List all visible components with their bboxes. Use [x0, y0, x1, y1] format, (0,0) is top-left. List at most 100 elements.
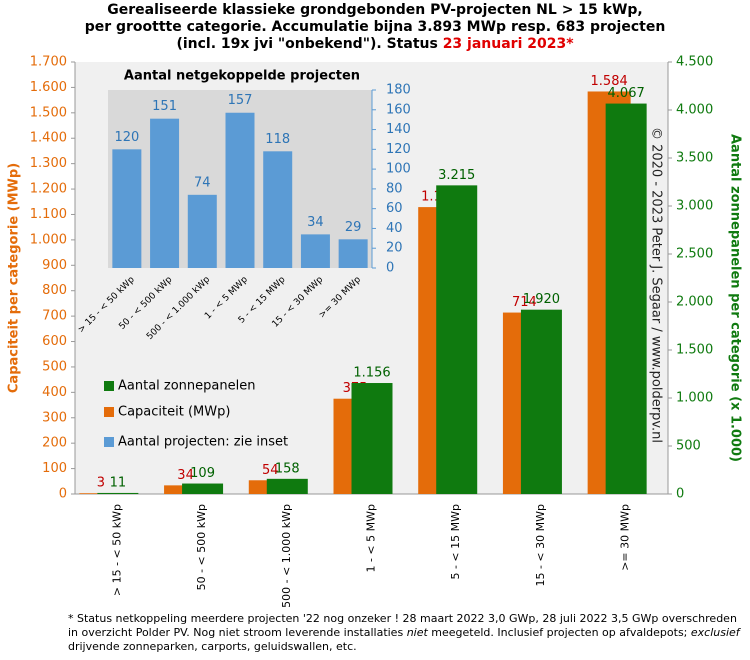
chart-title: Gerealiseerde klassieke grondgebonden PV… [0, 2, 750, 53]
y-tick-label: 1.000 [30, 232, 67, 247]
bar [605, 103, 647, 495]
y-axis-title: Capaciteit per categorie (MWp) [7, 163, 22, 393]
inset-tick-label: 160 [386, 102, 411, 117]
bar [520, 309, 562, 494]
y2-tick-label: 1.000 [676, 391, 713, 406]
bar [182, 483, 224, 494]
inset-tick-label: 80 [386, 181, 403, 196]
bar [97, 492, 139, 494]
chart: 01002003004005006007008009001.0001.1001.… [7, 55, 743, 608]
data-label: 4.067 [608, 86, 645, 101]
inset-bar [300, 234, 330, 268]
inset-data-label: 157 [228, 93, 253, 108]
inset-bar [112, 149, 142, 268]
footnote-emph: niet [406, 626, 428, 639]
data-label: 158 [275, 461, 300, 476]
y2-tick-label: 4.500 [676, 55, 713, 70]
x-tick-label: >= 30 MWp [619, 504, 632, 571]
inset-title: Aantal netgekoppelde projecten [124, 69, 360, 84]
y2-tick-label: 500 [676, 439, 701, 454]
inset-tick-label: 40 [386, 221, 403, 236]
data-label: 109 [190, 466, 215, 481]
data-label: 34 [177, 468, 194, 483]
y-tick-label: 800 [42, 283, 67, 298]
x-tick-label: 1 - < 5 MWp [365, 504, 378, 573]
inset-data-label: 120 [114, 130, 139, 145]
y2-tick-label: 3.000 [676, 199, 713, 214]
footnote: * Status netkoppeling meerdere projecten… [68, 612, 744, 654]
legend-label: Aantal zonnepanelen [118, 379, 255, 394]
y-tick-label: 1.500 [30, 105, 67, 120]
inset-data-label: 29 [345, 220, 362, 235]
data-label: 714 [512, 295, 537, 310]
inset-data-label: 151 [152, 99, 177, 114]
y2-tick-label: 2.000 [676, 295, 713, 310]
data-label: 1.920 [523, 292, 560, 307]
legend-swatch [104, 407, 114, 417]
inset-data-label: 118 [265, 132, 290, 147]
footnote-emph: exclusief [690, 626, 740, 639]
y-tick-label: 500 [42, 359, 67, 374]
footnote-text: * Status netkoppeling meerdere projecten… [68, 612, 737, 639]
y2-axis-title: Aantal zonnepanelen per categorie (x 1.0… [728, 134, 743, 462]
inset-tick-label: 100 [386, 162, 411, 177]
inset-bar [225, 112, 255, 268]
y-tick-label: 600 [42, 334, 67, 349]
y-tick-label: 1.400 [30, 131, 67, 146]
y-tick-label: 900 [42, 258, 67, 273]
title-line: (incl. 19x jvi "onbekend"). Status [176, 36, 443, 52]
x-tick-label: 15 - < 30 MWp [534, 504, 547, 587]
x-tick-label: 500 - < 1.000 kWp [280, 504, 293, 608]
copyright: © 2020 - 2023 Peter J. Segaar / www.pold… [649, 127, 664, 443]
inset-bar [150, 118, 180, 268]
y2-tick-label: 0 [676, 487, 684, 502]
inset-data-label: 34 [307, 215, 324, 230]
y-tick-label: 1.300 [30, 156, 67, 171]
x-tick-label: 5 - < 15 MWp [449, 504, 462, 580]
data-label: 3.215 [438, 168, 475, 183]
inset-data-label: 74 [194, 175, 211, 190]
y-tick-label: 1.600 [30, 80, 67, 95]
data-label: 11 [110, 475, 127, 490]
legend-label: Capaciteit (MWp) [118, 405, 230, 420]
inset-tick-label: 20 [386, 241, 403, 256]
y2-tick-label: 1.500 [676, 343, 713, 358]
legend-swatch [104, 437, 114, 447]
inset-tick-label: 0 [386, 261, 394, 276]
title-line: Gerealiseerde klassieke grondgebonden PV… [107, 2, 643, 18]
y-tick-label: 700 [42, 309, 67, 324]
x-tick-label: > 15 - < 50 kWp [110, 504, 123, 596]
y-tick-label: 1.200 [30, 182, 67, 197]
y2-tick-label: 4.000 [676, 103, 713, 118]
data-label: 3 [97, 476, 105, 491]
data-label: 54 [262, 463, 279, 478]
y-tick-label: 100 [42, 461, 67, 476]
bar [351, 383, 393, 494]
y-tick-label: 400 [42, 385, 67, 400]
y-tick-label: 1.700 [30, 55, 67, 70]
y-tick-label: 1.100 [30, 207, 67, 222]
legend-swatch [104, 381, 114, 391]
y2-tick-label: 3.500 [676, 151, 713, 166]
bar [436, 185, 478, 495]
data-label: 1.156 [353, 366, 390, 381]
title-line: per groottte categorie. Accumulatie bijn… [84, 19, 666, 35]
y-tick-label: 0 [59, 487, 67, 502]
x-tick-label: 50 - < 500 kWp [195, 504, 208, 590]
inset-bar [263, 151, 293, 268]
data-label: 1.584 [591, 74, 628, 89]
inset-bar [338, 239, 368, 268]
y2-tick-label: 2.500 [676, 247, 713, 262]
inset-tick-label: 120 [386, 142, 411, 157]
title-date: 23 januari 2023* [442, 36, 574, 52]
y-tick-label: 300 [42, 410, 67, 425]
footnote-text: meegeteld. Inclusief projecten op afvald… [427, 626, 691, 639]
legend-label: Aantal projecten: zie inset [118, 435, 288, 450]
footnote-text: drijvende zonneparken, carports, geluids… [68, 640, 357, 653]
inset-tick-label: 140 [386, 122, 411, 137]
y-tick-label: 200 [42, 436, 67, 451]
inset-bar [187, 194, 217, 268]
inset-tick-label: 60 [386, 201, 403, 216]
inset-tick-label: 180 [386, 83, 411, 98]
